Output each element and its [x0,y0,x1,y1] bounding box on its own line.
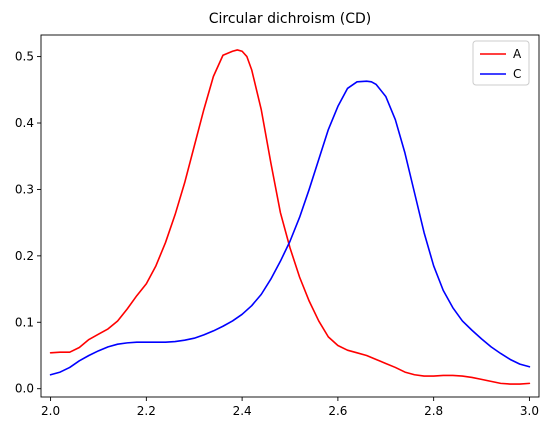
y-tick-label: 0.3 [15,182,34,196]
x-tick-label: 2.8 [424,404,443,418]
chart-title: Circular dichroism (CD) [209,11,371,27]
x-tick-label: 3.0 [520,404,539,418]
y-tick-label: 0.2 [15,249,34,263]
legend-label-a: A [513,47,522,61]
plot-area: 2.0 2.2 2.4 2.6 2.8 3.0 0.0 0.1 0.2 0.3 0.4 0.5 AC [15,34,540,418]
x-tick-label: 2.0 [41,404,60,418]
series-line-c [49,80,531,376]
y-tick-label: 0.0 [15,382,34,396]
y-tick-label: 0.4 [15,116,34,130]
y-tick-label: 0.1 [15,315,34,329]
x-tick-label: 2.4 [233,404,252,418]
legend: AC [472,40,530,86]
y-tick-label: 0.5 [15,50,34,64]
x-tick-label: 2.6 [328,404,347,418]
legend-label-c: C [513,67,521,81]
x-tick-label: 2.2 [137,404,156,418]
series-line-a [49,49,531,385]
axes-frame [40,34,540,398]
